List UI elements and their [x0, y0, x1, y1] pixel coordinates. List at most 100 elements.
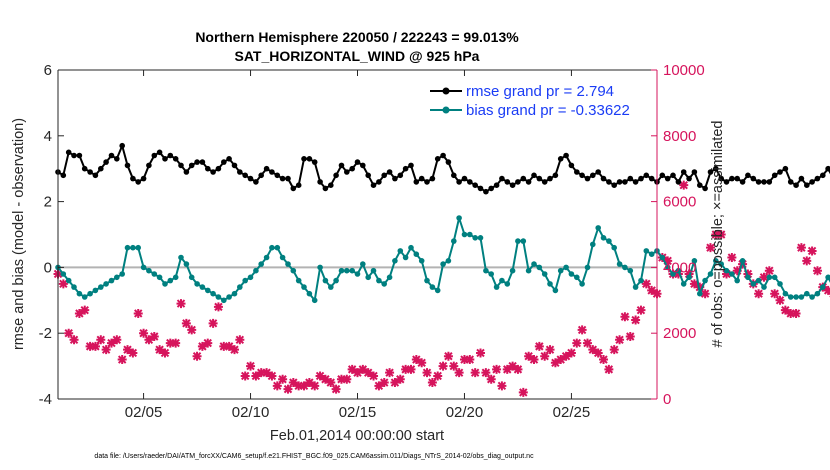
assimilated-marker: [545, 345, 555, 355]
rmse-point: [231, 162, 238, 169]
assimilated-marker: [155, 345, 165, 355]
rmse-point: [365, 172, 372, 179]
rmse-point: [606, 179, 612, 185]
rmse-point: [103, 159, 109, 165]
rmse-point: [162, 156, 168, 162]
y-tick-label-left: -4: [39, 391, 52, 408]
assimilated-marker: [320, 374, 330, 384]
y-tick-label-left: 0: [44, 259, 52, 276]
rmse-point: [386, 169, 393, 175]
assimilated-marker: [197, 341, 207, 351]
rmse-point: [729, 175, 735, 182]
assimilated-marker: [288, 378, 298, 388]
rmse-point: [557, 156, 564, 162]
bias-point: [499, 277, 505, 284]
bias-point: [226, 294, 232, 300]
assimilated-marker: [625, 331, 635, 341]
rmse-point: [445, 159, 452, 165]
rmse-point: [584, 175, 591, 182]
rmse-point: [130, 175, 136, 182]
assimilated-marker: [508, 361, 518, 371]
assimilated-marker: [727, 253, 737, 263]
bias-point: [483, 267, 489, 274]
rmse-point: [317, 179, 323, 185]
assimilated-marker: [379, 378, 389, 388]
bias-point: [729, 271, 735, 277]
bias-point: [761, 284, 767, 290]
assimilated-marker: [433, 371, 443, 381]
legend: rmse grand pr = 2.794 bias grand pr = -0…: [430, 83, 630, 119]
assimilated-marker: [363, 368, 373, 378]
rmse-point: [766, 179, 773, 185]
rmse-point: [98, 165, 104, 172]
assimilated-marker: [502, 364, 512, 374]
rmse-point: [279, 175, 286, 182]
bias-point: [290, 267, 297, 274]
y-tick-label-left: 2: [44, 194, 52, 211]
assimilated-marker: [764, 266, 774, 276]
assimilated-marker: [272, 381, 282, 391]
bias-point: [600, 235, 607, 241]
bias-point: [563, 264, 569, 271]
y-tick-label-right: 6000: [663, 194, 696, 211]
assimilated-marker: [743, 269, 753, 279]
assimilated-marker: [476, 348, 486, 358]
bias-point: [199, 284, 206, 290]
rmse-point: [531, 172, 537, 179]
assimilated-marker: [561, 351, 571, 361]
rmse-point: [354, 159, 361, 165]
bias-point: [793, 294, 799, 300]
rmse-point: [199, 159, 206, 165]
rmse-point: [247, 175, 254, 182]
y-tick-label-right: 0: [663, 391, 671, 408]
bias-point: [627, 267, 634, 274]
rmse-point: [515, 179, 521, 185]
rmse-point: [408, 162, 414, 169]
bias-point: [697, 290, 703, 297]
assimilated-marker: [566, 348, 576, 358]
rmse-point: [87, 169, 93, 175]
bias-point: [445, 258, 452, 264]
plot-area: [58, 70, 657, 399]
rmse-point: [178, 162, 184, 169]
bias-point: [237, 284, 243, 290]
assimilated-markers: [53, 180, 830, 397]
bias-point: [269, 244, 275, 251]
bias-point: [98, 284, 104, 290]
assimilated-marker: [486, 374, 496, 384]
rmse-point: [520, 175, 527, 182]
rmse-point: [124, 162, 131, 169]
rmse-point: [269, 169, 275, 175]
bias-point: [92, 287, 99, 294]
rmse-point: [167, 152, 174, 159]
rmse-point: [590, 172, 596, 179]
rmse-point: [745, 172, 751, 179]
assimilated-marker: [58, 279, 68, 289]
rmse-point: [713, 165, 719, 172]
bias-point: [221, 297, 227, 304]
bias-point: [124, 244, 131, 251]
bias-point: [718, 261, 724, 267]
assimilated-marker: [577, 325, 587, 335]
assimilated-marker: [369, 371, 379, 381]
assimilated-marker: [465, 355, 475, 365]
rmse-point: [798, 175, 805, 182]
assimilated-marker: [454, 368, 464, 378]
assimilated-marker: [385, 368, 395, 378]
assimilated-marker: [663, 256, 673, 266]
assimilated-marker: [636, 305, 646, 315]
assimilated-marker: [331, 384, 341, 394]
bias-point: [434, 287, 441, 294]
rmse-point: [643, 172, 650, 179]
bias-point: [360, 261, 366, 267]
bias-point: [590, 241, 596, 248]
assimilated-marker: [192, 351, 202, 361]
rmse-point: [258, 172, 265, 179]
bias-line: [57, 217, 830, 302]
assimilated-marker: [770, 289, 780, 299]
assimilated-marker: [711, 230, 721, 239]
bias-point: [392, 258, 398, 264]
bias-point: [595, 225, 601, 231]
bias-point: [205, 287, 211, 294]
